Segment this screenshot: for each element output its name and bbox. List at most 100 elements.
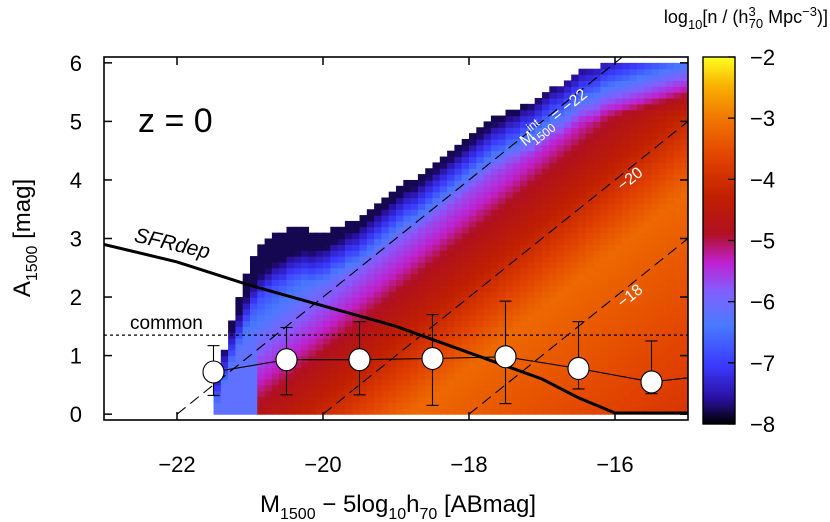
heatmap-cell [534, 349, 543, 357]
heatmap-cell [476, 402, 485, 409]
heatmap-cell [388, 379, 397, 386]
heatmap-cell [242, 361, 251, 368]
heatmap-cell [381, 384, 390, 392]
heatmap-cell [651, 92, 660, 99]
heatmap-cell [651, 326, 660, 333]
heatmap-cell [439, 308, 448, 316]
heatmap-cell [636, 203, 645, 210]
heatmap-cell [527, 150, 536, 158]
heatmap-cell [520, 291, 528, 298]
heatmap-cell [512, 338, 521, 345]
heatmap-cell [673, 220, 682, 228]
heatmap-cell [454, 355, 463, 363]
heatmap-cell [578, 332, 587, 339]
heatmap-cell [556, 133, 565, 140]
heatmap-cell [534, 197, 543, 204]
heatmap-cell [301, 232, 309, 240]
heatmap-cell [666, 220, 674, 228]
heatmap-cell [512, 215, 521, 222]
heatmap-cell [578, 244, 587, 251]
heatmap-cell [490, 156, 499, 163]
median-point [567, 356, 590, 381]
heatmap-cell [527, 314, 536, 322]
heatmap-cell [593, 250, 601, 257]
heatmap-cell [607, 109, 616, 117]
heatmap-cell [556, 238, 565, 245]
heatmap-cell [483, 320, 492, 327]
heatmap-cell [666, 261, 674, 269]
heatmap-cell [330, 355, 339, 363]
heatmap-cell [220, 390, 229, 398]
heatmap-cell [469, 261, 477, 269]
heatmap-cell [651, 267, 660, 275]
heatmap-cell [315, 232, 324, 240]
heatmap-cell [476, 379, 485, 386]
heatmap-cell [615, 367, 623, 374]
heatmap-cell [447, 402, 455, 409]
heatmap-cell [666, 197, 674, 204]
heatmap-cell [607, 103, 616, 111]
heatmap-cell [483, 343, 492, 351]
heatmap-cell [534, 185, 543, 193]
heatmap-cell [680, 215, 688, 222]
heatmap-cell [571, 115, 580, 123]
heatmap-cell [417, 320, 426, 327]
heatmap-cell [520, 121, 528, 128]
heatmap-cell [534, 150, 543, 158]
heatmap-cell [534, 115, 543, 123]
heatmap-cell [527, 338, 536, 345]
heatmap-cell [563, 291, 572, 298]
heatmap-cell [549, 191, 558, 199]
heatmap-cell [542, 314, 550, 322]
heatmap-cell [293, 408, 302, 415]
heatmap-cell [615, 168, 623, 175]
heatmap-cell [607, 349, 616, 357]
heatmap-cell [593, 103, 601, 111]
heatmap-cell [673, 179, 682, 187]
heatmap-cell [293, 338, 302, 345]
heatmap-cell [439, 179, 448, 187]
heatmap-cell [593, 373, 601, 380]
heatmap-cell [585, 273, 594, 281]
heatmap-cell [542, 402, 550, 409]
heatmap-cell [279, 279, 288, 286]
heatmap-cell [301, 390, 309, 398]
heatmap-cell [315, 267, 324, 275]
heatmap-cell [286, 285, 295, 292]
heatmap-cell [447, 238, 455, 245]
heatmap-cell [476, 338, 485, 345]
heatmap-cell [490, 408, 499, 415]
heatmap-cell [534, 168, 543, 175]
heatmap-cell [271, 367, 280, 374]
heatmap-cell [476, 226, 485, 234]
heatmap-cell [556, 203, 565, 210]
heatmap-cell [542, 361, 550, 368]
heatmap-cell [644, 92, 653, 99]
heatmap-cell [527, 191, 536, 199]
heatmap-cell [527, 220, 536, 228]
heatmap-cell [476, 267, 485, 275]
heatmap-cell [534, 156, 543, 163]
heatmap-cell [447, 267, 455, 275]
heatmap-cell [476, 168, 485, 175]
heatmap-cell [490, 250, 499, 257]
heatmap-cell [673, 279, 682, 286]
heatmap-cell [600, 209, 609, 216]
heatmap-cell [476, 314, 485, 322]
heatmap-cell [439, 297, 448, 304]
heatmap-cell [636, 127, 645, 134]
heatmap-cell [520, 203, 528, 210]
heatmap-cell [512, 402, 521, 409]
heatmap-cell [469, 279, 477, 286]
heatmap-cell [469, 273, 477, 281]
heatmap-cell [461, 408, 470, 415]
heatmap-cell [644, 138, 653, 146]
heatmap-cell [651, 109, 660, 117]
heatmap-cell [585, 226, 594, 234]
heatmap-cell [279, 285, 288, 292]
heatmap-cell [352, 396, 361, 404]
heatmap-cell [417, 314, 426, 322]
heatmap-cell [381, 285, 390, 292]
heatmap-cell [636, 62, 645, 70]
